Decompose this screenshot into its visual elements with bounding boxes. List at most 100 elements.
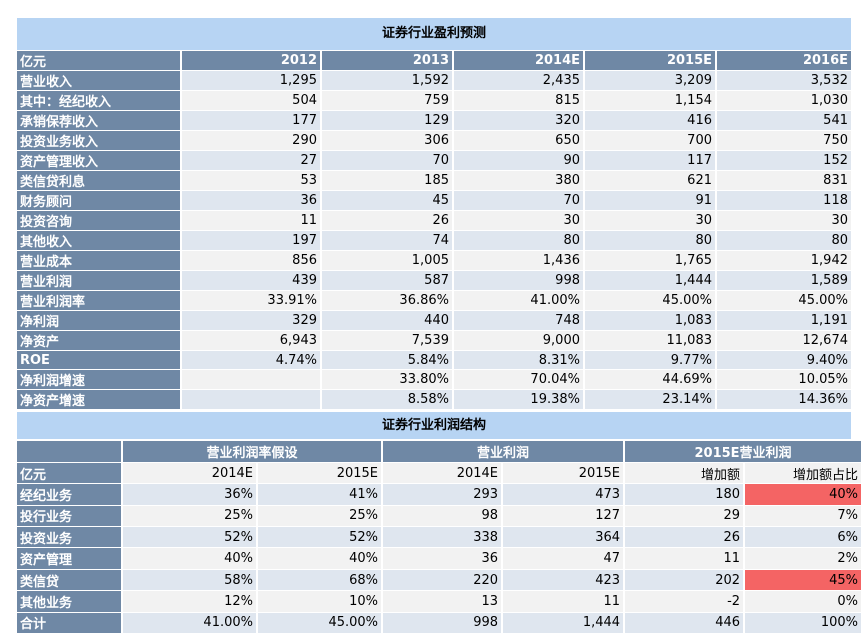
table-cell: 23.14% (584, 389, 717, 411)
year-header: 2012 (181, 51, 322, 71)
table-cell: 36% (122, 483, 258, 506)
table-cell: 180 (624, 483, 746, 506)
row-label: 净资产 (17, 330, 182, 351)
table-cell: 202 (624, 569, 746, 592)
group-header: 2015E营业利润 (624, 441, 861, 463)
table-cell: 117 (584, 150, 717, 171)
table1-title: 证券行业盈利预测 (17, 18, 851, 50)
group-header-blank (17, 441, 123, 463)
table-cell: 1,436 (453, 250, 585, 271)
table-row: 投行业务 25% 25% 98 127 29 7% (17, 505, 861, 528)
table-cell (181, 369, 322, 391)
table-cell: 41.00% (122, 612, 258, 635)
table-row: 投资业务收入 290 306 650 700 750 (17, 130, 851, 151)
sub-header: 增加额占比 (744, 462, 861, 485)
row-label: 资产管理 (17, 547, 123, 570)
year-header: 2016E (716, 51, 851, 71)
table-cell: 306 (321, 130, 454, 151)
table-cell: 27 (181, 150, 322, 171)
table-cell: 47 (502, 547, 626, 570)
table-cell: 364 (502, 526, 626, 549)
row-label: 营业成本 (17, 250, 182, 271)
table-cell: 8.58% (321, 389, 454, 411)
table-cell: 19.38% (453, 389, 585, 411)
row-label: 其他业务 (17, 590, 123, 613)
table-cell: 70 (453, 190, 585, 211)
table-cell: 504 (181, 90, 322, 111)
table-cell: 90 (453, 150, 585, 171)
table-cell: 33.80% (321, 369, 454, 391)
table-cell: 70 (321, 150, 454, 171)
table-cell: 7,539 (321, 330, 454, 351)
table-cell: 30 (453, 210, 585, 231)
sub-header: 2015E (257, 462, 384, 485)
table-cell: 293 (382, 483, 504, 506)
table-cell: 36 (181, 190, 322, 211)
table-cell: 40% (744, 483, 861, 506)
table-cell: 541 (716, 110, 851, 131)
table2-title: 证券行业利润结构 (17, 412, 851, 439)
table-cell: 11,083 (584, 330, 717, 351)
table-cell: 30 (716, 210, 851, 231)
sub-header-row: 亿元 2014E 2015E 2014E 2015E 增加额 增加额占比 (17, 462, 861, 485)
table-cell: 10.05% (716, 369, 851, 391)
table-row: 其他业务 12% 10% 13 11 -2 0% (17, 590, 861, 613)
group-header: 营业利润 (382, 441, 626, 463)
table-cell: 80 (716, 230, 851, 251)
row-label: 投行业务 (17, 505, 123, 528)
table-cell: 44.69% (584, 369, 717, 391)
table-cell: 10% (257, 590, 384, 613)
sub-header: 2014E (122, 462, 258, 485)
table-cell: 587 (321, 270, 454, 291)
table-cell: 1,444 (502, 612, 626, 635)
table-cell: 127 (502, 505, 626, 528)
table-cell: 129 (321, 110, 454, 131)
table-cell: 1,005 (321, 250, 454, 271)
table-cell: 439 (181, 270, 322, 291)
table-row: 资产管理收入 27 70 90 117 152 (17, 150, 851, 171)
table-header-row: 亿元 2012 2013 2014E 2015E 2016E (17, 51, 851, 71)
table-row: 财务顾问 36 45 70 91 118 (17, 190, 851, 211)
table-cell: 185 (321, 170, 454, 191)
table-cell: 53 (181, 170, 322, 191)
table-cell: 197 (181, 230, 322, 251)
table-cell: 80 (453, 230, 585, 251)
row-label: 投资业务 (17, 526, 123, 549)
row-label: 营业收入 (17, 70, 182, 91)
table-row: 资产管理 40% 40% 36 47 11 2% (17, 547, 861, 570)
table-cell: 650 (453, 130, 585, 151)
table-cell: 380 (453, 170, 585, 191)
table-row: 类信贷利息 53 185 380 621 831 (17, 170, 851, 191)
table-cell: 473 (502, 483, 626, 506)
table-row: 承销保荐收入 177 129 320 416 541 (17, 110, 851, 131)
table-cell: 45 (321, 190, 454, 211)
row-label: ROE (17, 350, 182, 371)
table-row: 类信贷 58% 68% 220 423 202 45% (17, 569, 861, 592)
table-cell: 750 (716, 130, 851, 151)
table-cell: 2% (744, 547, 861, 570)
table-cell: 58% (122, 569, 258, 592)
table-cell: 9.40% (716, 350, 851, 371)
table-cell: 11 (181, 210, 322, 231)
table-cell: 177 (181, 110, 322, 131)
table-cell: 9.77% (584, 350, 717, 371)
table-row: 净资产 6,943 7,539 9,000 11,083 12,674 (17, 330, 851, 351)
table-row: 营业收入 1,295 1,592 2,435 3,209 3,532 (17, 70, 851, 91)
table-cell: 45.00% (716, 290, 851, 311)
row-label: 营业利润率 (17, 290, 182, 311)
table-cell: 220 (382, 569, 504, 592)
table-cell: 416 (584, 110, 717, 131)
table-cell: 41.00% (453, 290, 585, 311)
row-label: 合计 (17, 612, 123, 635)
table-cell: 100% (744, 612, 861, 635)
table-cell: 52% (122, 526, 258, 549)
table-cell: 40% (122, 547, 258, 570)
table-cell: -2 (624, 590, 746, 613)
table-cell: 290 (181, 130, 322, 151)
row-label: 净利润增速 (17, 369, 182, 391)
table-cell: 1,030 (716, 90, 851, 111)
table-row: 营业成本 856 1,005 1,436 1,765 1,942 (17, 250, 851, 271)
table-cell: 1,444 (584, 270, 717, 291)
table-cell: 3,209 (584, 70, 717, 91)
table-cell: 8.31% (453, 350, 585, 371)
